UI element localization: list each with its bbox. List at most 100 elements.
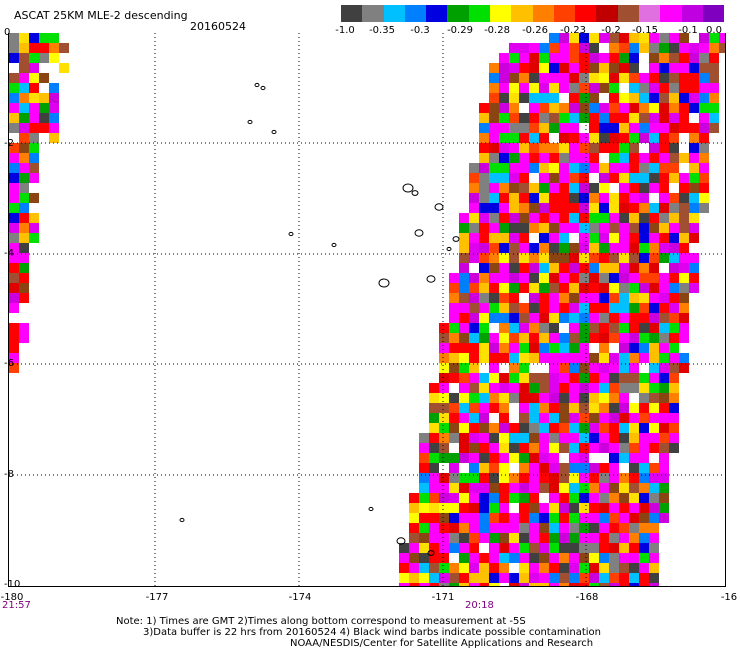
swath-cell <box>669 123 679 133</box>
swath-cell <box>599 513 609 523</box>
swath-cell <box>539 473 549 483</box>
swath-cell <box>429 563 439 573</box>
swath-cell <box>689 53 699 63</box>
swath-cell <box>589 443 599 453</box>
swath-cell <box>429 413 439 423</box>
swath-cell <box>519 163 529 173</box>
swath-cell <box>479 173 489 183</box>
swath-cell <box>489 123 499 133</box>
swath-cell <box>639 403 649 413</box>
swath-cell <box>459 563 469 573</box>
swath-cell <box>659 143 669 153</box>
swath-cell <box>619 563 629 573</box>
swath-cell <box>499 193 509 203</box>
swath-cell <box>439 373 449 383</box>
swath-cell <box>9 323 19 333</box>
swath-cell <box>639 133 649 143</box>
colorbar-label: 0.0 <box>706 25 722 36</box>
swath-cell <box>669 193 679 203</box>
swath-cell <box>599 473 609 483</box>
swath-cell <box>689 213 699 223</box>
swath-cell <box>509 523 519 533</box>
swath-cell <box>659 513 669 523</box>
swath-cell <box>409 493 419 503</box>
swath-cell <box>639 533 649 543</box>
swath-cell <box>469 333 479 343</box>
swath-cell <box>549 353 559 363</box>
swath-cell <box>579 533 589 543</box>
swath-cell <box>569 73 579 83</box>
swath-cell <box>529 583 539 586</box>
colorbar-segment <box>553 5 576 22</box>
swath-cell <box>509 543 519 553</box>
swath-cell <box>559 193 569 203</box>
swath-cell <box>629 493 639 503</box>
swath-cell <box>489 163 499 173</box>
island-outline <box>411 190 419 196</box>
swath-cell <box>579 263 589 273</box>
swath-cell <box>619 153 629 163</box>
swath-cell <box>439 453 449 463</box>
swath-cell <box>399 573 409 583</box>
swath-cell <box>639 103 649 113</box>
swath-cell <box>589 523 599 533</box>
swath-cell <box>629 273 639 283</box>
swath-cell <box>659 193 669 203</box>
swath-cell <box>479 253 489 263</box>
swath-cell <box>689 253 699 263</box>
note-line-2: 3)Data buffer is 22 hrs from 20160524 4)… <box>143 627 601 638</box>
swath-cell <box>29 123 39 133</box>
swath-cell <box>439 563 449 573</box>
swath-cell <box>479 413 489 423</box>
swath-cell <box>609 473 619 483</box>
swath-cell <box>469 513 479 523</box>
swath-cell <box>499 423 509 433</box>
swath-cell <box>529 43 539 53</box>
swath-cell <box>579 353 589 363</box>
swath-cell <box>639 253 649 263</box>
swath-cell <box>499 63 509 73</box>
swath-cell <box>619 433 629 443</box>
swath-cell <box>519 73 529 83</box>
swath-cell <box>629 213 639 223</box>
swath-cell <box>589 503 599 513</box>
swath-cell <box>529 293 539 303</box>
swath-cell <box>459 403 469 413</box>
swath-cell <box>489 383 499 393</box>
swath-cell <box>569 213 579 223</box>
swath-cell <box>549 233 559 243</box>
swath-cell <box>549 103 559 113</box>
swath-cell <box>419 543 429 553</box>
swath-cell <box>499 273 509 283</box>
swath-cell <box>479 503 489 513</box>
swath-cell <box>659 413 669 423</box>
swath-cell <box>439 413 449 423</box>
swath-cell <box>439 473 449 483</box>
swath-cell <box>499 483 509 493</box>
swath-cell <box>549 43 559 53</box>
swath-cell <box>499 553 509 563</box>
swath-cell <box>499 353 509 363</box>
swath-cell <box>509 213 519 223</box>
swath-cell <box>579 243 589 253</box>
swath-cell <box>629 563 639 573</box>
swath-cell <box>539 223 549 233</box>
swath-cell <box>509 103 519 113</box>
swath-cell <box>629 133 639 143</box>
swath-cell <box>649 273 659 283</box>
swath-cell <box>539 423 549 433</box>
swath-cell <box>609 283 619 293</box>
swath-cell <box>39 53 49 63</box>
swath-cell <box>489 173 499 183</box>
swath-cell <box>39 113 49 123</box>
swath-cell <box>609 303 619 313</box>
swath-cell <box>459 513 469 523</box>
island-outline <box>434 203 444 211</box>
swath-cell <box>449 483 459 493</box>
swath-cell <box>609 43 619 53</box>
swath-cell <box>19 43 29 53</box>
swath-cell <box>609 533 619 543</box>
swath-cell <box>499 433 509 443</box>
swath-cell <box>519 153 529 163</box>
swath-cell <box>659 393 669 403</box>
